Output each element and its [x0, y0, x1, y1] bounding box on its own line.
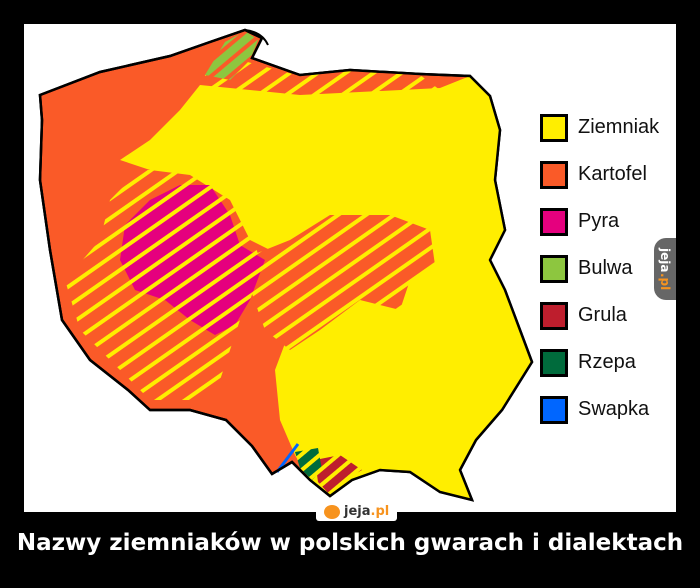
swatch: [540, 254, 568, 283]
swatch: [540, 113, 568, 142]
poland-dialect-map: [38, 28, 534, 502]
swatch: [540, 160, 568, 189]
jeja-side-tab[interactable]: jeja .pl: [654, 238, 676, 300]
logo-brand: jeja: [344, 504, 371, 519]
legend-item-bulwa: Bulwa: [540, 245, 659, 292]
swatch: [540, 301, 568, 330]
region-rzepa: [295, 448, 322, 480]
region-swapka: [275, 443, 300, 473]
map-panel: [24, 24, 676, 512]
region-pyra: [120, 185, 265, 335]
swatch: [540, 207, 568, 236]
logo-tld: .pl: [370, 504, 390, 519]
tab-tld: .pl: [658, 272, 672, 290]
legend-item-kartofel: Kartofel: [540, 151, 659, 198]
jeja-logo[interactable]: jeja .pl: [316, 502, 398, 521]
region-kartofel-ziemniak-central: [240, 215, 435, 350]
legend-item-rzepa: Rzepa: [540, 339, 659, 386]
border: [38, 28, 534, 502]
hel-peninsula: [244, 29, 269, 46]
tab-brand: jeja: [658, 248, 672, 273]
legend-item-pyra: Pyra: [540, 198, 659, 245]
region-bulwa: [205, 31, 258, 80]
potatoes-icon: [324, 504, 340, 519]
region-ziemniak: [120, 76, 532, 500]
swatch: [540, 348, 568, 377]
swatch: [540, 395, 568, 424]
legend-item-ziemniak: Ziemniak: [540, 104, 659, 151]
caption: Nazwy ziemniaków w polskich gwarach i di…: [16, 530, 684, 556]
legend-item-swapka: Swapka: [540, 386, 659, 433]
legend-item-grula: Grula: [540, 292, 659, 339]
region-grula: [315, 455, 362, 495]
region-kartofel-ziemniak-north: [205, 60, 440, 100]
legend: Ziemniak Kartofel Pyra Bulwa Grula Rzepa…: [540, 104, 659, 433]
